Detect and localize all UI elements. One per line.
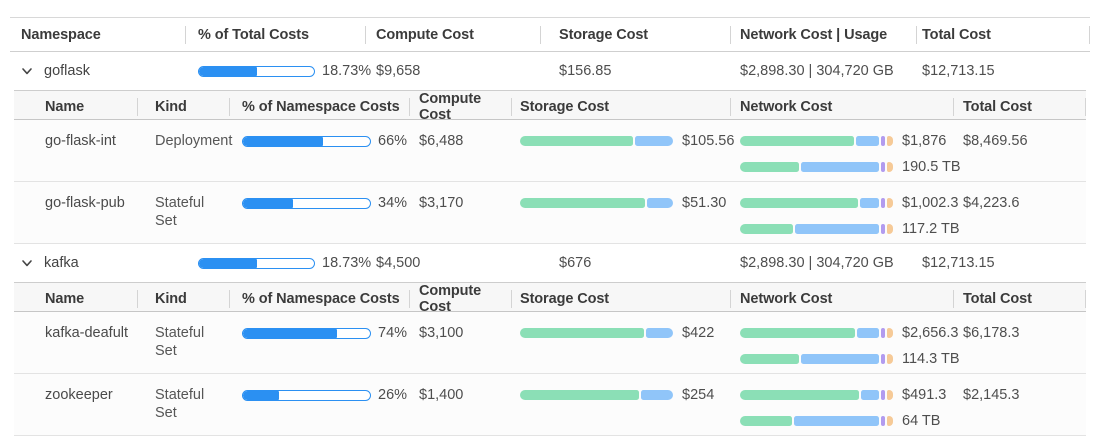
network-usage-bar — [740, 224, 893, 234]
namespace-name: goflask — [44, 63, 90, 79]
namespace-cost-table: Namespace % of Total Costs Compute Cost … — [10, 17, 1090, 436]
column-header-total-cost: Total Cost — [916, 18, 1090, 51]
column-header-name: Name — [45, 291, 85, 307]
column-header-pct-total-costs: % of Total Costs — [185, 18, 365, 51]
namespace-compute-cost: $4,500 — [376, 255, 421, 271]
workload-compute-cost: $6,488 — [419, 133, 464, 149]
workload-total-cost: $2,145.3 — [963, 387, 1020, 403]
workload-kind: Stateful Set — [155, 325, 205, 359]
column-header-storage-cost: Storage Cost — [511, 283, 730, 315]
storage-cost-value: $422 — [682, 325, 715, 341]
pct-total-costs-bar — [198, 65, 315, 77]
column-header-compute-cost: Compute Cost — [409, 91, 511, 123]
workload-compute-cost: $3,100 — [419, 325, 464, 341]
namespace-row-goflask[interactable]: goflask 18.73% $9,658 $156.85 $2,898.30 … — [10, 52, 1090, 90]
workload-row-go-flask-pub: go-flask-pub Stateful Set 34% $3,170 $51… — [14, 182, 1086, 244]
storage-cost-bar — [520, 136, 673, 146]
network-usage-bar — [740, 416, 893, 426]
network-cost-value: $2,656.3 — [902, 325, 959, 341]
column-header-pct-namespace-costs: % of Namespace Costs — [229, 91, 409, 123]
workload-table-goflask: Name Kind % of Namespace Costs Compute C… — [14, 90, 1086, 244]
column-header-compute-cost: Compute Cost — [409, 283, 511, 315]
namespace-compute-cost: $9,658 — [376, 63, 421, 79]
column-header-total-cost: Total Cost — [953, 91, 1086, 123]
column-header-name: Name — [45, 99, 85, 115]
network-usage-value: 117.2 TB — [902, 221, 960, 237]
outer-table-header: Namespace % of Total Costs Compute Cost … — [10, 18, 1090, 52]
workload-name: kafka-deafult — [45, 325, 129, 341]
network-usage-value: 190.5 TB — [902, 159, 961, 175]
column-header-namespace: Namespace — [21, 26, 101, 43]
pct-namespace-costs-bar — [242, 135, 371, 147]
pct-total-costs-value: 18.73% — [322, 255, 372, 271]
column-header-kind: Kind — [137, 91, 229, 123]
namespace-row-kafka[interactable]: kafka 18.73% $4,500 $676 $2,898.30 | 304… — [10, 244, 1090, 282]
network-usage-bar — [740, 354, 893, 364]
workload-kind: Deployment — [155, 133, 233, 149]
storage-cost-bar — [520, 328, 673, 338]
workload-total-cost: $8,469.56 — [963, 133, 1028, 149]
inner-table-header: Name Kind % of Namespace Costs Compute C… — [14, 282, 1086, 315]
pct-namespace-costs-bar — [242, 197, 371, 209]
column-header-compute-cost: Compute Cost — [365, 18, 540, 51]
namespace-storage-cost: $676 — [559, 255, 592, 271]
storage-cost-value: $105.56 — [682, 133, 735, 149]
network-cost-bar — [740, 136, 893, 146]
pct-namespace-costs-bar — [242, 327, 371, 339]
network-cost-value: $1,876 — [902, 133, 947, 149]
namespace-network-cost-usage: $2,898.30 | 304,720 GB — [740, 255, 894, 271]
column-header-network-cost: Network Cost — [730, 283, 953, 315]
workload-kind: Stateful Set — [155, 387, 205, 421]
workload-name: zookeeper — [45, 387, 113, 403]
network-cost-value: $1,002.3 — [902, 195, 959, 211]
column-header-network-cost: Network Cost — [730, 91, 953, 123]
column-header-total-cost: Total Cost — [953, 283, 1086, 315]
column-header-kind: Kind — [137, 283, 229, 315]
workload-row-zookeeper: zookeeper Stateful Set 26% $1,400 $254 $… — [14, 374, 1086, 436]
workload-row-kafka-deafult: kafka-deafult Stateful Set 74% $3,100 $4… — [14, 312, 1086, 374]
network-cost-value: $491.3 — [902, 387, 947, 403]
namespace-total-cost: $12,713.15 — [922, 63, 995, 79]
workload-table-kafka: Name Kind % of Namespace Costs Compute C… — [14, 282, 1086, 436]
pct-namespace-costs-bar — [242, 389, 371, 401]
network-usage-bar — [740, 162, 893, 172]
pct-namespace-costs-value: 34% — [378, 195, 408, 211]
network-cost-bar — [740, 328, 893, 338]
pct-total-costs-value: 18.73% — [322, 63, 372, 79]
namespace-name: kafka — [44, 255, 79, 271]
pct-namespace-costs-value: 74% — [378, 325, 408, 341]
column-header-storage-cost: Storage Cost — [511, 91, 730, 123]
workload-compute-cost: $1,400 — [419, 387, 464, 403]
column-header-pct-namespace-costs: % of Namespace Costs — [229, 283, 409, 315]
workload-row-go-flask-int: go-flask-int Deployment 66% $6,488 $105.… — [14, 120, 1086, 182]
namespace-storage-cost: $156.85 — [559, 63, 612, 79]
inner-table-header: Name Kind % of Namespace Costs Compute C… — [14, 90, 1086, 123]
storage-cost-bar — [520, 390, 673, 400]
network-usage-value: 114.3 TB — [902, 351, 960, 367]
column-header-network-cost-usage: Network Cost | Usage — [730, 18, 916, 51]
network-cost-bar — [740, 198, 893, 208]
storage-cost-value: $254 — [682, 387, 715, 403]
workload-compute-cost: $3,170 — [419, 195, 464, 211]
storage-cost-value: $51.30 — [682, 195, 727, 211]
namespace-total-cost: $12,713.15 — [922, 255, 995, 271]
chevron-down-icon[interactable] — [21, 65, 33, 77]
storage-cost-bar — [520, 198, 673, 208]
workload-name: go-flask-pub — [45, 195, 125, 211]
chevron-down-icon[interactable] — [21, 257, 33, 269]
pct-namespace-costs-value: 26% — [378, 387, 408, 403]
workload-name: go-flask-int — [45, 133, 116, 149]
network-usage-value: 64 TB — [902, 413, 941, 429]
workload-total-cost: $4,223.6 — [963, 195, 1020, 211]
workload-total-cost: $6,178.3 — [963, 325, 1020, 341]
network-cost-bar — [740, 390, 893, 400]
namespace-network-cost-usage: $2,898.30 | 304,720 GB — [740, 63, 894, 79]
workload-kind: Stateful Set — [155, 195, 205, 229]
pct-total-costs-bar — [198, 257, 315, 269]
pct-namespace-costs-value: 66% — [378, 133, 408, 149]
column-header-storage-cost: Storage Cost — [540, 18, 730, 51]
